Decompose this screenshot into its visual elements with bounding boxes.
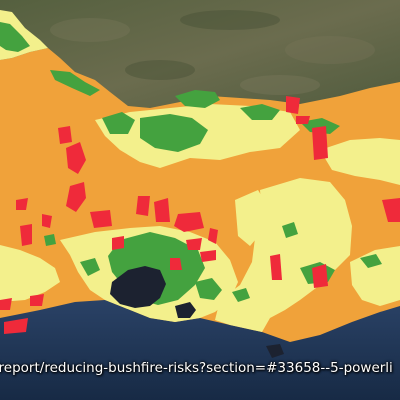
risk-zone-red	[0, 96, 400, 334]
url-caption: /report/reducing-bushfire-risks?section=…	[0, 360, 393, 376]
satellite-texture	[50, 10, 375, 95]
bay-water	[110, 266, 284, 358]
ocean	[0, 300, 400, 400]
